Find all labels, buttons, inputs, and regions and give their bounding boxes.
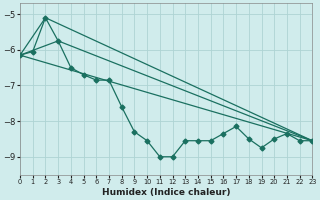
X-axis label: Humidex (Indice chaleur): Humidex (Indice chaleur)	[102, 188, 230, 197]
